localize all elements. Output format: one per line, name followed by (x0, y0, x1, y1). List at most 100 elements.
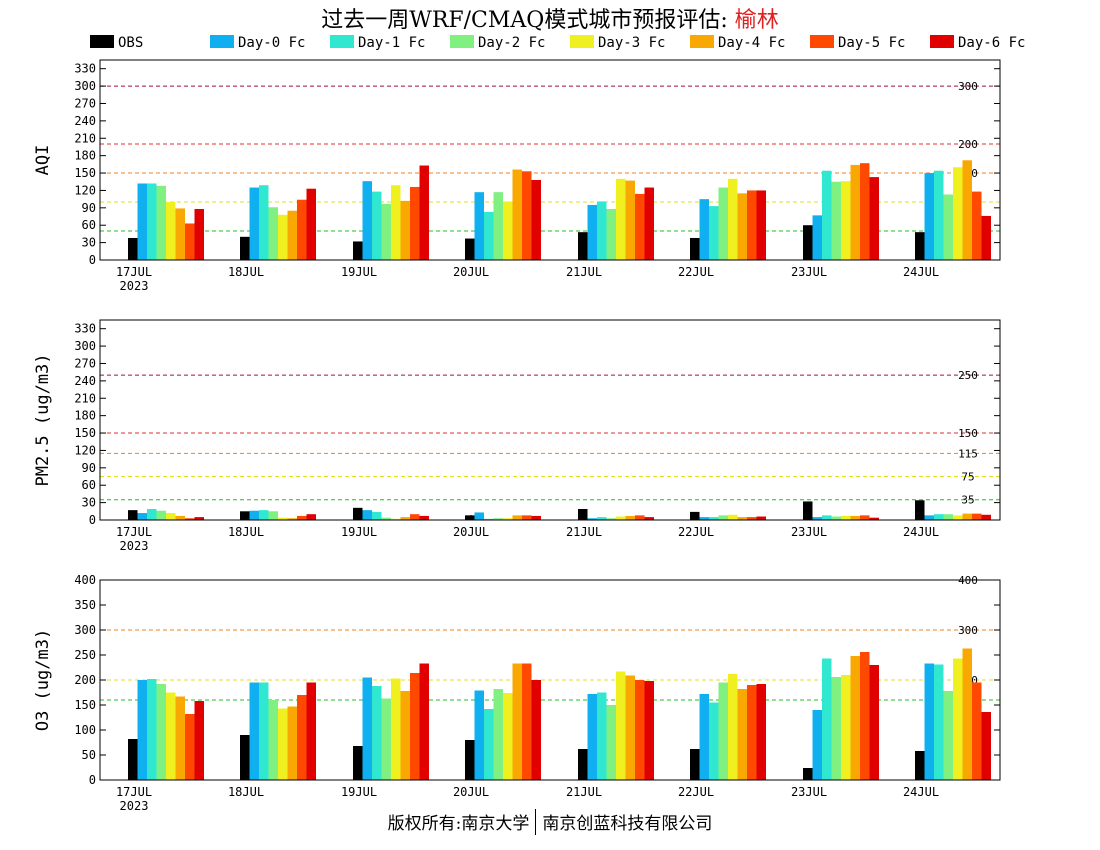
bar-day-1-fc-18jul (259, 185, 269, 260)
bar-day-0-fc-22jul (699, 517, 709, 520)
bar-day-6-fc-22jul (756, 516, 766, 520)
plot-frame (99, 319, 1001, 521)
x-tick-label: 23JUL (791, 265, 827, 279)
bar-day-4-fc-24jul (962, 513, 972, 520)
bar-day-1-fc-17jul (147, 183, 157, 260)
y-tick-label: 180 (74, 149, 96, 163)
bar-day-5-fc-21jul (635, 193, 645, 260)
bar-day-2-fc-21jul (606, 208, 616, 260)
bar-obs-17jul (128, 237, 138, 260)
bar-day-1-fc-17jul (147, 508, 157, 520)
bar-day-1-fc-23jul (822, 170, 832, 260)
x-year-label: 2023 (120, 799, 149, 813)
bar-day-4-fc-23jul (850, 656, 860, 780)
legend-item-day-3-fc: Day-3 Fc (570, 34, 665, 52)
bar-day-5-fc-21jul (635, 680, 645, 780)
plot-frame (99, 59, 1001, 261)
footer-left: 版权所有:南京大学 (387, 814, 530, 834)
bar-day-5-fc-18jul (297, 695, 307, 780)
bar-day-5-fc-22jul (747, 517, 757, 520)
bar-obs-23jul (803, 225, 813, 260)
bar-day-2-fc-20jul (493, 689, 503, 780)
bar-day-0-fc-20jul (474, 512, 484, 520)
bar-day-2-fc-22jul (718, 682, 728, 780)
bar-day-6-fc-17jul (194, 208, 204, 260)
bar-day-3-fc-23jul (841, 515, 851, 520)
bar-day-3-fc-19jul (391, 678, 401, 780)
x-tick-label: 23JUL (791, 525, 827, 539)
legend-swatch (810, 35, 834, 48)
y-tick-label: 60 (82, 478, 96, 492)
bar-day-1-fc-24jul (934, 514, 944, 520)
bar-obs-18jul (240, 236, 250, 260)
y-tick-label: 0 (89, 513, 96, 527)
bar-day-3-fc-24jul (953, 167, 963, 260)
bar-day-0-fc-19jul (362, 677, 372, 780)
y-tick-label: 240 (74, 114, 96, 128)
bar-day-4-fc-22jul (737, 517, 747, 520)
threshold-label: 150 (958, 427, 978, 440)
legend-swatch (690, 35, 714, 48)
bar-day-2-fc-17jul (156, 684, 166, 780)
bar-day-4-fc-20jul (512, 169, 522, 260)
bar-day-5-fc-17jul (185, 518, 195, 520)
bar-day-0-fc-20jul (474, 192, 484, 260)
footer-copyright: 版权所有:南京大学 南京创蓝科技有限公司 (0, 809, 1100, 835)
y-tick-label: 210 (74, 391, 96, 405)
bar-day-5-fc-20jul (522, 663, 532, 780)
x-year-label: 2023 (120, 279, 149, 293)
threshold-label: 250 (958, 369, 978, 382)
bar-day-2-fc-17jul (156, 185, 166, 260)
bar-day-1-fc-21jul (597, 517, 607, 520)
bar-day-0-fc-22jul (699, 694, 709, 780)
bar-day-4-fc-21jul (625, 675, 635, 780)
panel-o3: 16020030040005010015020025030035040017JU… (33, 573, 1001, 813)
bar-day-2-fc-18jul (268, 700, 278, 780)
bar-day-5-fc-17jul (185, 223, 195, 260)
bar-day-4-fc-17jul (175, 696, 185, 780)
x-tick-label: 18JUL (228, 785, 264, 799)
y-tick-label: 330 (74, 322, 96, 336)
y-tick-label: 60 (82, 218, 96, 232)
y-tick-label: 270 (74, 356, 96, 370)
bar-day-1-fc-21jul (597, 201, 607, 260)
bar-day-1-fc-23jul (822, 658, 832, 780)
x-tick-label: 24JUL (903, 525, 939, 539)
bar-day-3-fc-18jul (278, 517, 288, 520)
bar-day-6-fc-22jul (756, 684, 766, 780)
bar-day-5-fc-24jul (972, 191, 982, 260)
bar-day-1-fc-22jul (709, 702, 719, 780)
bar-day-4-fc-23jul (850, 164, 860, 260)
bar-day-2-fc-23jul (831, 516, 841, 520)
bar-obs-21jul (578, 508, 588, 520)
bar-day-1-fc-23jul (822, 515, 832, 520)
footer-separator (535, 809, 537, 835)
y-axis-label: PM2.5 (ug/m3) (33, 353, 53, 486)
bar-day-1-fc-19jul (372, 686, 382, 780)
bar-day-6-fc-23jul (869, 177, 879, 260)
legend-label: Day-2 Fc (478, 35, 546, 51)
y-tick-label: 0 (89, 253, 96, 267)
x-year-label: 2023 (120, 539, 149, 553)
bar-day-0-fc-24jul (924, 173, 934, 260)
legend-item-day-1-fc: Day-1 Fc (330, 34, 425, 52)
bar-obs-24jul (915, 232, 925, 260)
panel-pm25: 35 75 115 150 250 0 30 60 90 120 150 180 210 240 270 30… (33, 319, 1001, 553)
bar-day-4-fc-20jul (512, 515, 522, 520)
bar-day-0-fc-19jul (362, 181, 372, 260)
x-tick-label: 21JUL (566, 525, 602, 539)
y-tick-label: 150 (74, 166, 96, 180)
y-tick-label: 330 (74, 62, 96, 76)
bar-day-2-fc-21jul (606, 705, 616, 780)
bar-day-4-fc-18jul (287, 706, 297, 780)
bar-obs-21jul (578, 232, 588, 260)
x-tick-label: 18JUL (228, 525, 264, 539)
x-tick-label: 20JUL (453, 525, 489, 539)
bar-obs-18jul (240, 511, 250, 520)
threshold-label: 300 (958, 624, 978, 637)
y-tick-label: 100 (74, 723, 96, 737)
legend-label: Day-3 Fc (598, 35, 666, 51)
bar-day-6-fc-18jul (306, 514, 316, 520)
legend-swatch (450, 35, 474, 48)
